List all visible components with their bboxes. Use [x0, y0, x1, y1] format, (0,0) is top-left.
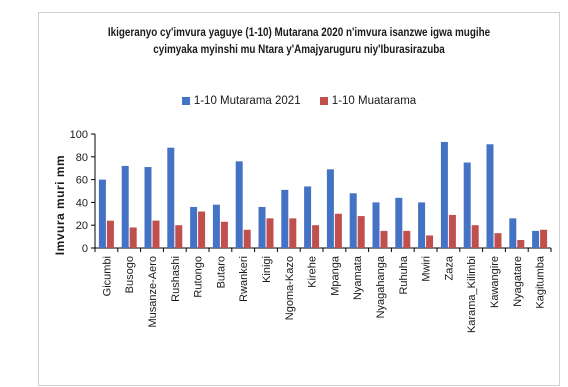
y-tick-label: 80 [76, 152, 88, 164]
x-category-label: Gicumbi [101, 256, 113, 296]
y-tick-label: 40 [76, 197, 88, 209]
bar-series-2 [448, 214, 456, 248]
bar-series-1 [190, 206, 198, 248]
legend-label-series-2: 1-10 Muatarama [331, 95, 417, 107]
chart-title-line1: Ikigeranyo cy'imvura yaguye (1-10) Mutar… [107, 27, 491, 39]
bar-series-2 [334, 213, 342, 248]
plot-svg: 0 20 40 60 80 100 Gicumbi Busogo Musanze-Aero Rus… [70, 129, 552, 333]
bar-series-2 [471, 225, 479, 248]
bar-series-2 [243, 229, 251, 248]
bar-series-2 [152, 220, 160, 248]
bar-series-2 [426, 235, 434, 248]
bar-series-1 [395, 197, 403, 248]
legend-swatch-series-2 [319, 97, 328, 105]
bar-series-1 [258, 206, 266, 248]
bar-series-2 [312, 225, 320, 248]
bar-series-2 [220, 221, 228, 248]
bar-series-2 [517, 240, 525, 248]
legend-item-series-1: 1-10 Mutarama 2021 [181, 95, 301, 107]
x-category-label: Butaro [215, 256, 227, 288]
x-category-label: Rutongo [193, 256, 205, 298]
chart-title: Ikigeranyo cy'imvura yaguye (1-10) Mutar… [75, 25, 522, 59]
x-category-label: Nyamata [352, 255, 364, 300]
x-category-label: Mwiri [421, 256, 433, 282]
y-tick-label: 100 [70, 129, 88, 141]
x-category-label: Rwankeri [238, 256, 250, 302]
bar-series-1 [167, 147, 175, 248]
bar-series-2 [357, 216, 365, 248]
y-tick-label: 0 [82, 243, 88, 255]
bar-series-2 [403, 230, 411, 248]
bar-series-1 [509, 218, 517, 248]
x-category-label: Kagitumba [535, 255, 547, 308]
chart-legend: 1-10 Mutarama 2021 1-10 Muatarama [39, 95, 559, 108]
bar-series-2 [106, 220, 114, 248]
x-category-label: Zaza [443, 255, 455, 280]
bar-series-1 [235, 161, 243, 248]
x-category-label: Kinigi [261, 256, 273, 283]
x-category-label: Kawangire [489, 256, 501, 308]
bar-series-1 [532, 230, 540, 248]
y-tick-label: 60 [76, 175, 88, 187]
legend-item-series-2: 1-10 Muatarama [319, 95, 417, 107]
x-category-label: Busogo [124, 256, 136, 293]
bar-series-2 [540, 229, 548, 248]
x-category-label: Musanze-Aero [147, 256, 159, 328]
x-category-label: Karama_Kilimbi [466, 256, 478, 333]
bar-series-1 [418, 202, 426, 248]
bar-series-1 [212, 204, 220, 248]
legend-label-series-1: 1-10 Mutarama 2021 [193, 95, 301, 107]
bar-series-1 [486, 144, 494, 248]
x-category-label: Nyagahanga [375, 255, 387, 318]
y-tick-label: 20 [76, 220, 88, 232]
x-category-label: Ngoma-Kazo [284, 256, 296, 320]
bar-series-1 [463, 162, 471, 248]
chart-title-line2: cyimyaka myinshi mu Ntara y'Amajyaruguru… [153, 44, 445, 56]
bar-series-1 [281, 189, 289, 248]
bar-series-1 [144, 167, 152, 248]
bar-series-2 [198, 211, 206, 248]
bar-series-1 [98, 179, 106, 248]
bar-series-2 [289, 218, 297, 248]
bar-series-1 [349, 193, 357, 248]
bar-series-1 [121, 165, 129, 248]
bar-series-2 [175, 225, 183, 248]
bar-series-2 [129, 227, 137, 248]
chart-area: Ikigeranyo cy'imvura yaguye (1-10) Mutar… [38, 12, 560, 386]
bar-series-2 [494, 233, 502, 248]
bar-series-1 [326, 169, 334, 248]
x-category-label: Mpanga [329, 255, 341, 296]
x-category-label: Nyagatare [512, 256, 524, 307]
x-category-label: Ruhuha [398, 255, 410, 294]
bar-series-1 [372, 202, 380, 248]
x-category-label: Kirehe [307, 256, 319, 288]
legend-swatch-series-1 [181, 97, 190, 105]
bar-series-2 [266, 218, 274, 248]
bar-series-1 [304, 186, 312, 248]
bar-series-1 [440, 141, 448, 248]
x-category-label: Rushashi [170, 256, 182, 302]
bar-series-2 [380, 230, 388, 248]
